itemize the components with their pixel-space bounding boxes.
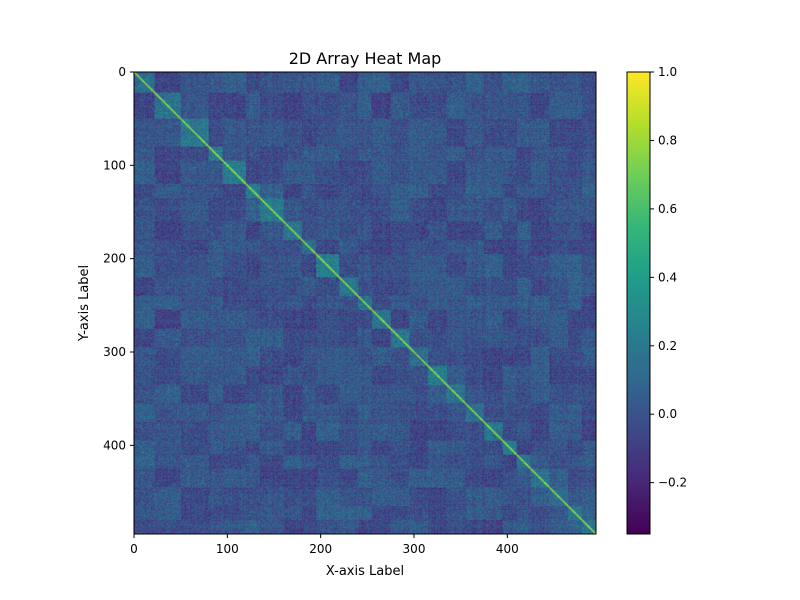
heatmap-plot-area <box>133 71 597 535</box>
x-tick-label: 0 <box>130 542 138 556</box>
y-axis-label: Y-axis Label <box>77 265 92 342</box>
colorbar: 1.0 0.8 0.6 0.4 0.2 0.0 −0.2 <box>626 65 687 535</box>
chart-title: 2D Array Heat Map <box>289 49 442 68</box>
x-tick-label: 300 <box>403 542 426 556</box>
heatmap-image <box>134 72 596 534</box>
colorbar-tick-label: 0.8 <box>658 133 677 147</box>
x-tick-label: 400 <box>496 542 519 556</box>
colorbar-ticks: 1.0 0.8 0.6 0.4 0.2 0.0 −0.2 <box>650 65 687 490</box>
x-tick-label: 100 <box>216 542 239 556</box>
y-tick-label: 400 <box>103 438 126 452</box>
y-tick-label: 200 <box>103 252 126 266</box>
plot-frame <box>133 71 597 535</box>
x-tick-label: 200 <box>309 542 332 556</box>
y-tick-label: 0 <box>118 65 126 79</box>
x-axis-ticks: 0 100 200 300 400 <box>130 534 519 556</box>
colorbar-frame <box>626 71 651 535</box>
colorbar-tick-label: 0.2 <box>658 339 677 353</box>
colorbar-tick-label: 0.0 <box>658 407 677 421</box>
y-tick-label: 100 <box>103 158 126 172</box>
colorbar-tick-label: 0.4 <box>658 270 677 284</box>
colorbar-gradient <box>627 72 650 534</box>
y-tick-label: 300 <box>103 345 126 359</box>
colorbar-tick-label: −0.2 <box>658 476 687 490</box>
y-axis-ticks: 0 100 200 300 400 <box>103 65 134 452</box>
x-axis-label: X-axis Label <box>326 564 404 579</box>
colorbar-tick-label: 0.6 <box>658 202 677 216</box>
colorbar-tick-label: 1.0 <box>658 65 677 79</box>
